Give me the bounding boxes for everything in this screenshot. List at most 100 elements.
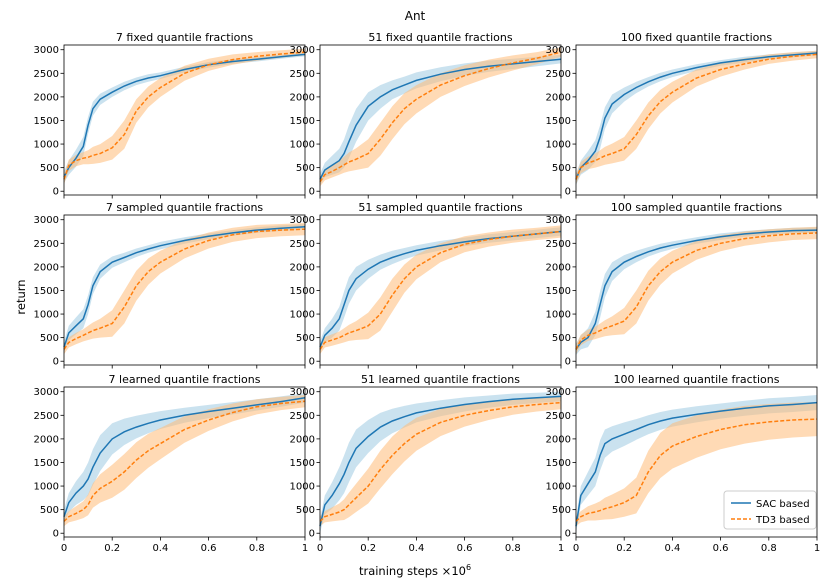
- td3-confidence-band: [64, 395, 305, 527]
- sac-series-line: [575, 52, 818, 180]
- y-tick-label: 3000: [290, 387, 315, 398]
- y-tick-label: 500: [40, 333, 59, 344]
- y-tick-label: 1500: [290, 116, 315, 127]
- td3-series-line: [63, 228, 306, 350]
- legend-td3-label: TD3 based: [755, 515, 810, 526]
- x-axis-label-main: training steps ×10: [359, 564, 466, 578]
- sac-series-line: [575, 229, 818, 350]
- y-tick-label: 3000: [546, 387, 571, 398]
- subplot-title: 51 learned quantile fractions: [361, 373, 520, 386]
- y-tick-label: 2500: [34, 239, 59, 250]
- y-tick-label: 0: [565, 529, 571, 540]
- y-tick-label: 0: [309, 357, 315, 368]
- sac-confidence-band: [64, 52, 305, 183]
- td3-confidence-band: [320, 47, 561, 187]
- y-tick-label: 0: [53, 187, 59, 198]
- y-tick-label: 3000: [290, 45, 315, 56]
- td3-series-line: [319, 401, 562, 522]
- y-tick-label: 0: [53, 357, 59, 368]
- subplot-title: 51 sampled quantile fractions: [358, 201, 523, 214]
- y-tick-label: 2000: [546, 262, 571, 273]
- x-tick-label: 0.2: [616, 543, 632, 554]
- y-tick-label: 2500: [290, 69, 315, 80]
- y-tick-label: 1000: [546, 140, 571, 151]
- x-tick-label: 0.4: [664, 543, 680, 554]
- y-tick-label: 3000: [290, 215, 315, 226]
- y-tick-label: 1500: [34, 286, 59, 297]
- x-tick-label: 1: [814, 543, 820, 554]
- subplot-frame: [319, 214, 562, 366]
- y-tick-label: 1500: [546, 116, 571, 127]
- td3-confidence-band: [64, 223, 305, 355]
- td3-confidence-band: [576, 226, 817, 355]
- y-tick-label: 1500: [290, 458, 315, 469]
- y-tick-label: 500: [552, 333, 571, 344]
- y-tick-label: 1500: [546, 458, 571, 469]
- y-tick-label: 2000: [546, 434, 571, 445]
- y-tick-label: 500: [552, 163, 571, 174]
- y-tick-label: 2500: [546, 411, 571, 422]
- y-tick-label: 0: [565, 187, 571, 198]
- y-tick-label: 3000: [546, 215, 571, 226]
- y-tick-label: 2000: [34, 92, 59, 103]
- x-tick-label: 0: [61, 543, 67, 554]
- x-tick-label: 0.6: [713, 543, 729, 554]
- y-tick-label: 1500: [34, 458, 59, 469]
- y-tick-label: 500: [40, 163, 59, 174]
- y-tick-label: 2000: [34, 262, 59, 273]
- y-tick-label: 1500: [34, 116, 59, 127]
- y-tick-label: 3000: [546, 45, 571, 56]
- td3-confidence-band: [64, 48, 305, 185]
- y-tick-label: 1000: [290, 482, 315, 493]
- sac-confidence-band: [576, 50, 817, 186]
- x-tick-label: 0.6: [201, 543, 217, 554]
- x-tick-label: 0.8: [505, 543, 521, 554]
- x-tick-label: 0.6: [457, 543, 473, 554]
- sac-confidence-band: [64, 224, 305, 353]
- y-tick-label: 1000: [546, 310, 571, 321]
- y-tick-label: 500: [296, 505, 315, 516]
- y-tick-label: 2000: [290, 434, 315, 445]
- subplot-grid: 7 fixed quantile fractions05001000150020…: [34, 31, 821, 554]
- subplot-frame: [575, 44, 818, 196]
- x-tick-label: 0.2: [104, 543, 120, 554]
- x-tick-label: 0: [573, 543, 579, 554]
- subplot-title: 7 sampled quantile fractions: [106, 201, 264, 214]
- y-tick-label: 500: [40, 505, 59, 516]
- y-tick-label: 3000: [34, 387, 59, 398]
- subplot-title: 7 learned quantile fractions: [109, 373, 261, 386]
- y-tick-label: 2500: [290, 239, 315, 250]
- y-tick-label: 2000: [290, 262, 315, 273]
- y-tick-label: 2000: [546, 92, 571, 103]
- subplot-frame: [319, 386, 562, 538]
- subplot-7: 7 learned quantile fractions 0 0.2 0.4 0.6 0.…: [34, 373, 309, 554]
- subplot-frame: [575, 386, 818, 538]
- subplot-frame: [63, 386, 306, 538]
- subplot-title: 51 fixed quantile fractions: [368, 31, 512, 44]
- subplot-5: 51 sampled quantile fractions 0 500 1000 150…: [290, 201, 562, 369]
- y-tick-label: 2500: [546, 239, 571, 250]
- sac-series-line: [575, 401, 818, 527]
- td3-confidence-band: [576, 50, 817, 185]
- subplot-2: 51 fixed quantile fractions 0 500 1000 1500 2…: [290, 31, 562, 199]
- subplot-4: 7 sampled quantile fractions 0 500 1000 1500…: [34, 201, 306, 369]
- subplot-frame: [63, 44, 306, 196]
- legend-sac-label: SAC based: [756, 499, 810, 510]
- y-tick-label: 2000: [290, 92, 315, 103]
- y-tick-label: 2500: [34, 69, 59, 80]
- y-tick-label: 500: [296, 163, 315, 174]
- y-tick-label: 500: [552, 505, 571, 516]
- sac-series-line: [319, 58, 562, 180]
- x-tick-label: 0.2: [360, 543, 376, 554]
- x-tick-label: 0.8: [249, 543, 265, 554]
- y-tick-label: 1000: [34, 482, 59, 493]
- x-axis-label: training steps ×106: [359, 563, 471, 578]
- td3-series-line: [575, 53, 818, 180]
- subplot-frame: [319, 44, 562, 196]
- y-tick-label: 1000: [290, 310, 315, 321]
- y-tick-label: 1000: [34, 140, 59, 151]
- sac-series-line: [319, 395, 562, 527]
- subplot-title: 100 sampled quantile fractions: [611, 201, 783, 214]
- legend: SAC based TD3 based: [723, 490, 817, 530]
- subplot-frame: [575, 214, 818, 366]
